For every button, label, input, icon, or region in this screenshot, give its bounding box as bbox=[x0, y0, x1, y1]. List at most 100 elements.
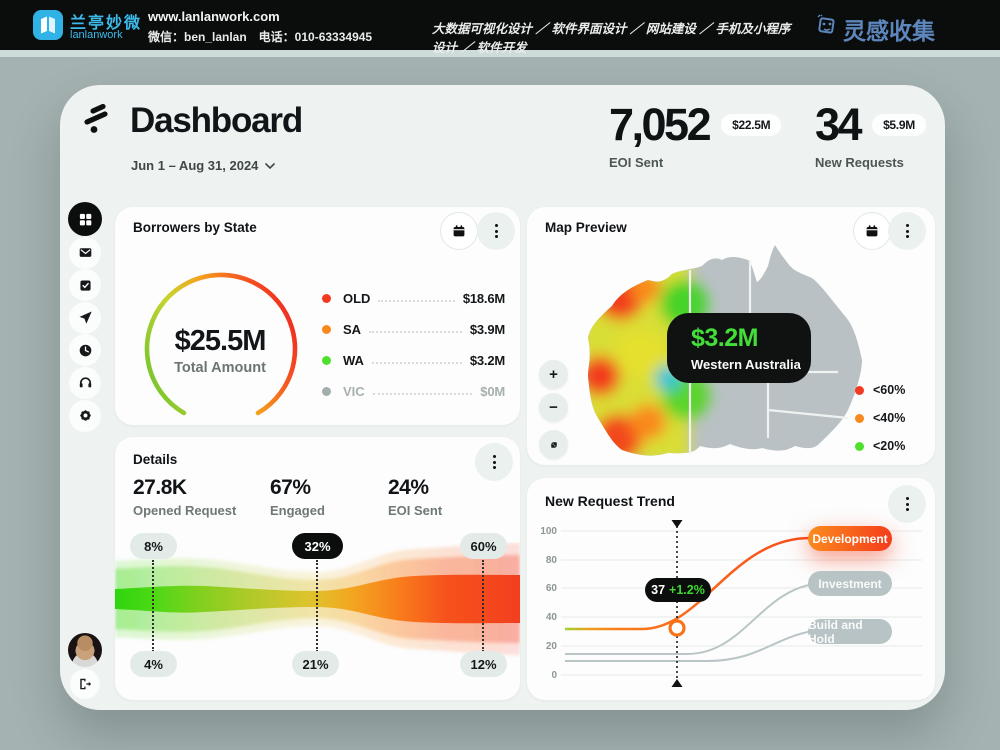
stat-label: Engaged bbox=[270, 503, 325, 518]
marker-dotted-line bbox=[152, 560, 154, 652]
date-range-selector[interactable]: Jun 1 – Aug 31, 2024 bbox=[131, 158, 276, 173]
australia-map[interactable] bbox=[583, 238, 865, 464]
flow-marker-bottom: 12% bbox=[460, 651, 507, 677]
legend-dot bbox=[855, 385, 864, 395]
date-range-label: Jun 1 – Aug 31, 2024 bbox=[131, 158, 259, 173]
details-card: Details 27.8K Opened Request 67% Engaged… bbox=[115, 437, 520, 700]
logout-icon bbox=[80, 678, 92, 690]
book-logo-icon bbox=[33, 10, 63, 40]
brand-name-en: lanlanwork bbox=[70, 29, 123, 41]
chevron-down-icon bbox=[265, 162, 276, 169]
expand-button[interactable] bbox=[539, 430, 568, 459]
sidebar-item-tasks[interactable] bbox=[69, 269, 101, 302]
legend-leader bbox=[372, 392, 473, 395]
data-point-marker[interactable] bbox=[668, 619, 686, 637]
stat-value: 7,052 bbox=[609, 99, 712, 150]
sidebar-item-settings[interactable] bbox=[69, 399, 101, 432]
map-legend-row: <40% bbox=[855, 411, 919, 425]
tooltip-value: 37 bbox=[651, 583, 666, 597]
brand-name-cn: 兰亭妙微 bbox=[70, 15, 143, 32]
more-options-button[interactable] bbox=[888, 485, 926, 523]
trend-tooltip: 37 +1.2% bbox=[645, 578, 711, 602]
legend-dot bbox=[855, 413, 864, 423]
card-title: Map Preview bbox=[545, 220, 627, 235]
marker-dotted-line bbox=[316, 560, 318, 652]
borrowers-by-state-card: Borrowers by State $25.5M Total Amount bbox=[115, 207, 520, 425]
kebab-icon bbox=[905, 497, 909, 511]
y-axis-tick: 80 bbox=[545, 555, 557, 566]
cursor-line[interactable] bbox=[671, 520, 683, 687]
flow-marker-top: 32% bbox=[292, 533, 343, 559]
calendar-icon bbox=[453, 225, 465, 237]
legend-row: OLD $18.6M bbox=[322, 283, 505, 314]
legend-value: $18.6M bbox=[462, 291, 505, 306]
plus-icon: + bbox=[549, 366, 558, 383]
sidebar-item-send[interactable] bbox=[69, 301, 101, 334]
legend-dot bbox=[322, 325, 331, 334]
minus-icon: − bbox=[549, 399, 558, 416]
brand-services: 大数据可视化设计 ／ 软件界面设计 ／ 网站建设 ／ 手机及小程序设计 ／ 软件… bbox=[432, 22, 791, 55]
stat-badge: $5.9M bbox=[872, 114, 926, 136]
legend-leader bbox=[371, 361, 462, 364]
legend-state: SA bbox=[343, 322, 362, 337]
more-options-button[interactable] bbox=[475, 443, 513, 481]
legend-row: WA $3.2M bbox=[322, 345, 505, 376]
gauge-total-label: Total Amount bbox=[174, 360, 266, 376]
series-label-development[interactable]: Development bbox=[808, 526, 892, 551]
y-axis-tick: 40 bbox=[545, 612, 557, 623]
development-line bbox=[565, 536, 879, 631]
calendar-button[interactable] bbox=[853, 212, 891, 250]
legend-dot bbox=[322, 387, 331, 396]
expand-icon bbox=[550, 441, 557, 448]
marker-dotted-line bbox=[482, 560, 484, 652]
inspiration-label[interactable]: 灵感收集 bbox=[843, 19, 935, 44]
sidebar-item-support[interactable] bbox=[69, 366, 101, 399]
calendar-button[interactable] bbox=[440, 212, 478, 250]
zoom-in-button[interactable]: + bbox=[539, 360, 568, 389]
series-label-investment[interactable]: Investment bbox=[808, 571, 892, 596]
legend-value: $3.9M bbox=[469, 322, 505, 337]
tooltip-value: $3.2M bbox=[691, 324, 758, 352]
stat-value: 67% bbox=[270, 476, 311, 499]
sidebar-item-mail[interactable] bbox=[69, 236, 101, 269]
stat-label: New Requests bbox=[815, 155, 904, 170]
stat-eoi-sent: 7,052 $22.5M EOI Sent bbox=[609, 99, 782, 170]
sidebar-item-dashboard[interactable] bbox=[68, 202, 102, 236]
zoom-out-button[interactable]: − bbox=[539, 393, 568, 422]
tasks-icon bbox=[79, 280, 91, 291]
mail-icon bbox=[79, 248, 91, 257]
send-icon bbox=[79, 311, 92, 324]
stat-value: 34 bbox=[815, 99, 863, 150]
user-avatar[interactable] bbox=[68, 633, 102, 667]
legend-row: VIC $0M bbox=[322, 376, 505, 407]
more-options-button[interactable] bbox=[477, 212, 515, 250]
legend-row: SA $3.9M bbox=[322, 314, 505, 345]
gear-icon bbox=[79, 410, 91, 421]
flow-marker-top: 60% bbox=[460, 533, 507, 559]
brand-website[interactable]: www.lanlanwork.com bbox=[148, 9, 280, 24]
flow-marker-bottom: 21% bbox=[292, 651, 339, 677]
funnel-stat: 24% EOI Sent bbox=[388, 476, 442, 518]
stat-label: EOI Sent bbox=[388, 503, 443, 518]
series-label-build-and-hold[interactable]: Build and Hold bbox=[808, 618, 892, 646]
more-options-button[interactable] bbox=[888, 212, 926, 250]
legend-state: WA bbox=[343, 353, 364, 368]
legend-leader bbox=[369, 330, 462, 333]
funnel-stat: 67% Engaged bbox=[270, 476, 325, 518]
legend-value: $0M bbox=[480, 384, 505, 399]
kebab-icon bbox=[494, 224, 498, 238]
card-title: Details bbox=[133, 452, 178, 467]
sidebar-item-history[interactable] bbox=[69, 334, 101, 367]
flow-marker-top: 8% bbox=[130, 533, 177, 559]
app-logo-icon bbox=[84, 103, 108, 133]
dashboard-panel: Dashboard Jun 1 – Aug 31, 2024 7,052 $22… bbox=[60, 85, 945, 710]
y-axis-tick: 60 bbox=[545, 583, 557, 594]
map-preview-card: Map Preview bbox=[527, 207, 935, 465]
divider-strip bbox=[0, 50, 1000, 57]
kebab-icon bbox=[492, 455, 496, 469]
headset-icon bbox=[79, 377, 91, 388]
logout-button[interactable] bbox=[70, 669, 100, 699]
kebab-icon bbox=[905, 224, 909, 238]
map-legend-row: <20% bbox=[855, 439, 919, 453]
